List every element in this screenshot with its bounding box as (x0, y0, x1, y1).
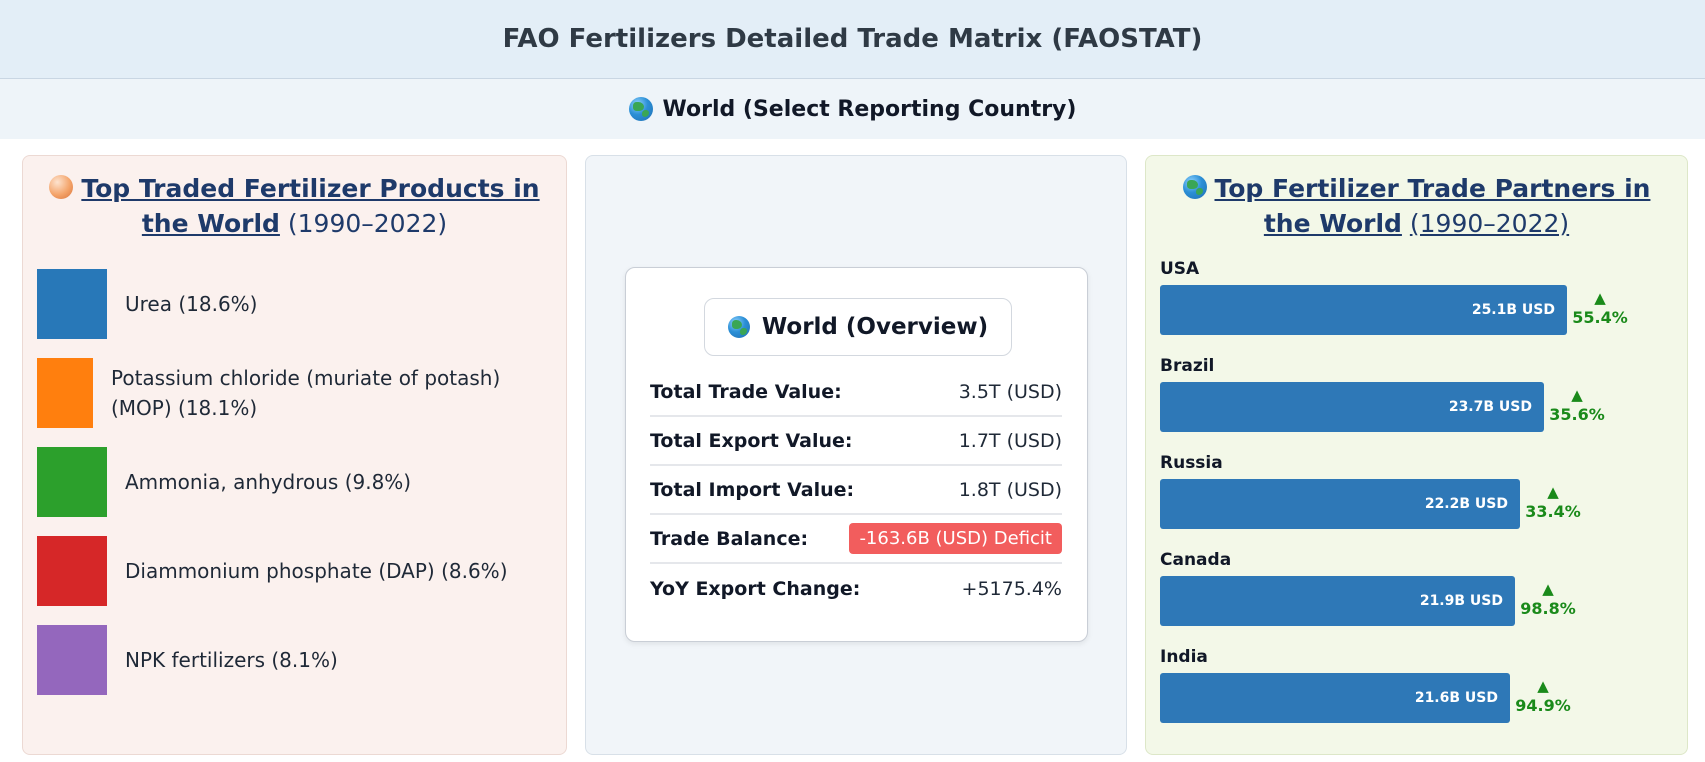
top-partners-heading: Top Fertilizer Trade Partners in the Wor… (1146, 156, 1687, 241)
partner-change-value: 98.8% (1520, 599, 1576, 618)
partner-change: ▲ 35.6% (1546, 385, 1608, 425)
partner-bar: 22.2B USD (1160, 479, 1520, 529)
overview-title: World (Overview) (761, 314, 989, 340)
partner-name: Brazil (1160, 356, 1215, 376)
overview-panel: World (Overview) Total Trade Value: 3.5T… (585, 155, 1127, 755)
page-header: FAO Fertilizers Detailed Trade Matrix (F… (0, 0, 1705, 79)
overview-card: World (Overview) Total Trade Value: 3.5T… (625, 267, 1088, 642)
reporting-country-label[interactable]: World (Select Reporting Country) (662, 96, 1077, 122)
up-arrow-icon: ▲ (1571, 386, 1583, 404)
partner-change-value: 35.6% (1549, 405, 1605, 424)
product-color-swatch (37, 535, 107, 606)
up-arrow-icon: ▲ (1594, 289, 1606, 307)
reporting-country-selector[interactable]: World (Select Reporting Country) (0, 79, 1705, 139)
stat-value: 1.7T (USD) (958, 429, 1062, 452)
partner-item: Russia 22.2B USD ▲ 33.4% (1160, 453, 1680, 550)
product-label: Ammonia, anhydrous (9.8%) (125, 469, 412, 494)
overview-title-box: World (Overview) (704, 298, 1012, 356)
product-label: NPK fertilizers (8.1%) (125, 647, 338, 672)
partner-bar-label: 23.7B USD (1448, 399, 1532, 415)
stat-row-total-trade: Total Trade Value: 3.5T (USD) (650, 368, 1062, 417)
partner-bar: 21.9B USD (1160, 576, 1515, 626)
product-color-swatch (37, 446, 107, 517)
overview-stats: Total Trade Value: 3.5T (USD) Total Expo… (650, 368, 1062, 613)
stat-row-total-export: Total Export Value: 1.7T (USD) (650, 417, 1062, 466)
partner-item: USA 25.1B USD ▲ 55.4% (1160, 259, 1680, 356)
partner-bar: 23.7B USD (1160, 382, 1544, 432)
globe-icon (1182, 175, 1207, 199)
product-color-swatch (37, 624, 107, 695)
partner-name: Russia (1160, 453, 1223, 473)
stat-row-yoy-export: YoY Export Change: +5175.4% (650, 564, 1062, 613)
product-label: Urea (18.6%) (125, 291, 258, 316)
stat-row-total-import: Total Import Value: 1.8T (USD) (650, 466, 1062, 515)
product-item: Urea (18.6%) (37, 259, 557, 348)
partner-bar-label: 21.9B USD (1419, 593, 1503, 609)
stat-value: +5175.4% (961, 577, 1062, 600)
stat-label: YoY Export Change: (650, 577, 861, 600)
partner-name: Canada (1160, 550, 1232, 570)
top-partners-panel: Top Fertilizer Trade Partners in the Wor… (1145, 155, 1688, 755)
product-item: Potassium chloride (muriate of potash) (… (37, 348, 557, 437)
partner-name: USA (1160, 259, 1200, 279)
partner-bar: 25.1B USD (1160, 285, 1567, 335)
up-arrow-icon: ▲ (1542, 580, 1554, 598)
top-products-heading: Top Traded Fertilizer Products in the Wo… (23, 156, 566, 241)
stat-label: Trade Balance: (650, 527, 809, 550)
partner-bar-label: 25.1B USD (1471, 302, 1555, 318)
top-products-years: (1990–2022) (287, 209, 448, 238)
product-label: Diammonium phosphate (DAP) (8.6%) (125, 558, 508, 583)
partner-list: USA 25.1B USD ▲ 55.4% Brazil 23.7B USD ▲… (1160, 259, 1680, 744)
partner-change: ▲ 98.8% (1517, 579, 1579, 619)
deficit-badge: -163.6B (USD) Deficit (849, 523, 1062, 554)
globe-icon (628, 97, 653, 121)
stat-label: Total Export Value: (650, 429, 853, 452)
top-products-title-link[interactable]: Top Traded Fertilizer Products in the Wo… (81, 174, 540, 238)
partner-change: ▲ 94.9% (1512, 676, 1574, 716)
top-partners-years[interactable]: (1990–2022) (1409, 209, 1570, 238)
partner-change: ▲ 33.4% (1522, 482, 1584, 522)
partner-item: India 21.6B USD ▲ 94.9% (1160, 647, 1680, 744)
stat-value: 3.5T (USD) (958, 380, 1062, 403)
partner-item: Brazil 23.7B USD ▲ 35.6% (1160, 356, 1680, 453)
partner-bar-label: 22.2B USD (1424, 496, 1508, 512)
top-partners-title-link[interactable]: Top Fertilizer Trade Partners in the Wor… (1214, 174, 1651, 238)
partner-bar-label: 21.6B USD (1414, 690, 1498, 706)
product-item: Diammonium phosphate (DAP) (8.6%) (37, 526, 557, 615)
product-item: NPK fertilizers (8.1%) (37, 615, 557, 704)
stat-value: 1.8T (USD) (958, 478, 1062, 501)
partner-item: Canada 21.9B USD ▲ 98.8% (1160, 550, 1680, 647)
partner-bar: 21.6B USD (1160, 673, 1510, 723)
partner-name: India (1160, 647, 1208, 667)
stat-row-trade-balance: Trade Balance: -163.6B (USD) Deficit (650, 515, 1062, 564)
partner-change-value: 55.4% (1572, 308, 1628, 327)
product-list: Urea (18.6%) Potassium chloride (muriate… (37, 259, 557, 704)
top-products-panel: Top Traded Fertilizer Products in the Wo… (22, 155, 567, 755)
fertilizer-ball-icon (49, 175, 74, 199)
product-label: Potassium chloride (muriate of potash) (… (111, 365, 501, 420)
up-arrow-icon: ▲ (1547, 483, 1559, 501)
partner-change-value: 33.4% (1525, 502, 1581, 521)
product-color-swatch (37, 268, 107, 339)
stat-label: Total Trade Value: (650, 380, 842, 403)
page-title: FAO Fertilizers Detailed Trade Matrix (F… (502, 24, 1203, 54)
globe-icon (727, 316, 750, 338)
partner-change: ▲ 55.4% (1569, 288, 1631, 328)
partner-change-value: 94.9% (1515, 696, 1571, 715)
up-arrow-icon: ▲ (1537, 677, 1549, 695)
product-item: Ammonia, anhydrous (9.8%) (37, 437, 557, 526)
product-color-swatch (37, 357, 93, 428)
stat-label: Total Import Value: (650, 478, 855, 501)
